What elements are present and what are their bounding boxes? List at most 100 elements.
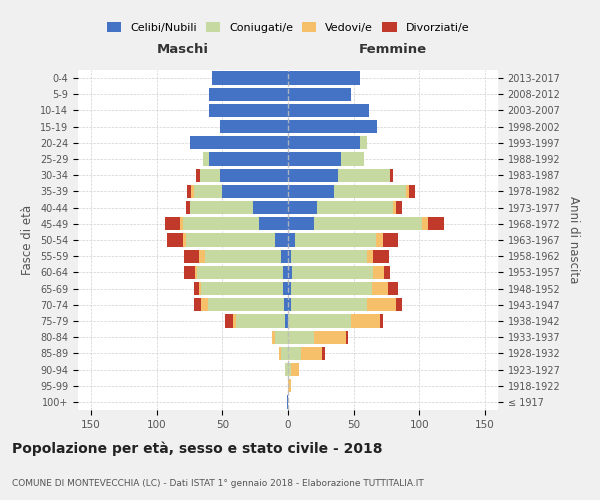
Text: COMUNE DI MONTEVECCHIA (LC) - Dati ISTAT 1° gennaio 2018 - Elaborazione TUTTITAL: COMUNE DI MONTEVECCHIA (LC) - Dati ISTAT…: [12, 479, 424, 488]
Bar: [383, 234, 398, 246]
Bar: [391, 168, 393, 182]
Bar: [288, 152, 341, 166]
Bar: [395, 298, 402, 312]
Bar: [184, 250, 199, 263]
Bar: [284, 298, 288, 312]
Bar: [288, 314, 351, 328]
Bar: [275, 330, 288, 344]
Text: Popolazione per età, sesso e stato civile - 2018: Popolazione per età, sesso e stato civil…: [12, 441, 383, 456]
Bar: [203, 152, 209, 166]
Bar: [314, 330, 346, 344]
Bar: [286, 363, 288, 376]
Bar: [395, 201, 402, 214]
Bar: [288, 266, 292, 279]
Bar: [202, 282, 283, 295]
Bar: [183, 217, 259, 230]
Bar: [288, 282, 290, 295]
Bar: [190, 201, 253, 214]
Bar: [183, 234, 185, 246]
Bar: [233, 314, 235, 328]
Bar: [209, 88, 288, 101]
Bar: [288, 363, 290, 376]
Bar: [193, 298, 202, 312]
Bar: [360, 136, 367, 149]
Bar: [290, 298, 367, 312]
Bar: [288, 250, 290, 263]
Bar: [193, 185, 223, 198]
Bar: [164, 217, 181, 230]
Bar: [283, 282, 288, 295]
Bar: [205, 250, 281, 263]
Bar: [292, 266, 373, 279]
Bar: [367, 250, 373, 263]
Bar: [409, 185, 415, 198]
Bar: [185, 234, 275, 246]
Bar: [199, 250, 205, 263]
Bar: [406, 185, 409, 198]
Bar: [275, 234, 288, 246]
Bar: [212, 72, 288, 85]
Bar: [184, 266, 195, 279]
Bar: [190, 136, 288, 149]
Bar: [288, 168, 338, 182]
Bar: [185, 201, 190, 214]
Bar: [199, 282, 202, 295]
Bar: [288, 185, 334, 198]
Bar: [200, 168, 220, 182]
Bar: [272, 330, 275, 344]
Bar: [283, 266, 288, 279]
Y-axis label: Anni di nascita: Anni di nascita: [567, 196, 580, 284]
Bar: [259, 217, 288, 230]
Bar: [290, 363, 299, 376]
Bar: [317, 201, 393, 214]
Bar: [235, 314, 286, 328]
Bar: [428, 217, 444, 230]
Bar: [279, 346, 281, 360]
Bar: [187, 185, 191, 198]
Bar: [195, 266, 197, 279]
Bar: [422, 217, 428, 230]
Legend: Celibi/Nubili, Coniugati/e, Vedovi/e, Divorziati/e: Celibi/Nubili, Coniugati/e, Vedovi/e, Di…: [103, 18, 473, 38]
Bar: [373, 266, 384, 279]
Bar: [209, 104, 288, 117]
Bar: [288, 104, 370, 117]
Bar: [281, 346, 288, 360]
Bar: [181, 217, 183, 230]
Bar: [281, 250, 288, 263]
Bar: [288, 217, 314, 230]
Bar: [388, 282, 398, 295]
Y-axis label: Fasce di età: Fasce di età: [22, 205, 34, 275]
Bar: [209, 152, 288, 166]
Bar: [376, 234, 383, 246]
Bar: [288, 298, 290, 312]
Bar: [301, 346, 322, 360]
Bar: [197, 266, 283, 279]
Bar: [384, 266, 391, 279]
Bar: [295, 234, 376, 246]
Bar: [322, 346, 325, 360]
Bar: [380, 314, 383, 328]
Bar: [202, 298, 208, 312]
Bar: [223, 185, 288, 198]
Bar: [191, 185, 193, 198]
Bar: [341, 152, 364, 166]
Bar: [220, 168, 288, 182]
Bar: [372, 282, 388, 295]
Bar: [253, 201, 288, 214]
Bar: [208, 298, 284, 312]
Bar: [346, 330, 349, 344]
Bar: [288, 88, 351, 101]
Bar: [288, 379, 290, 392]
Bar: [288, 201, 317, 214]
Bar: [287, 396, 288, 408]
Bar: [290, 250, 367, 263]
Bar: [373, 250, 389, 263]
Text: Maschi: Maschi: [157, 44, 209, 57]
Bar: [286, 314, 288, 328]
Bar: [288, 72, 360, 85]
Bar: [288, 234, 295, 246]
Bar: [290, 282, 372, 295]
Bar: [367, 298, 395, 312]
Bar: [220, 120, 288, 134]
Bar: [225, 314, 233, 328]
